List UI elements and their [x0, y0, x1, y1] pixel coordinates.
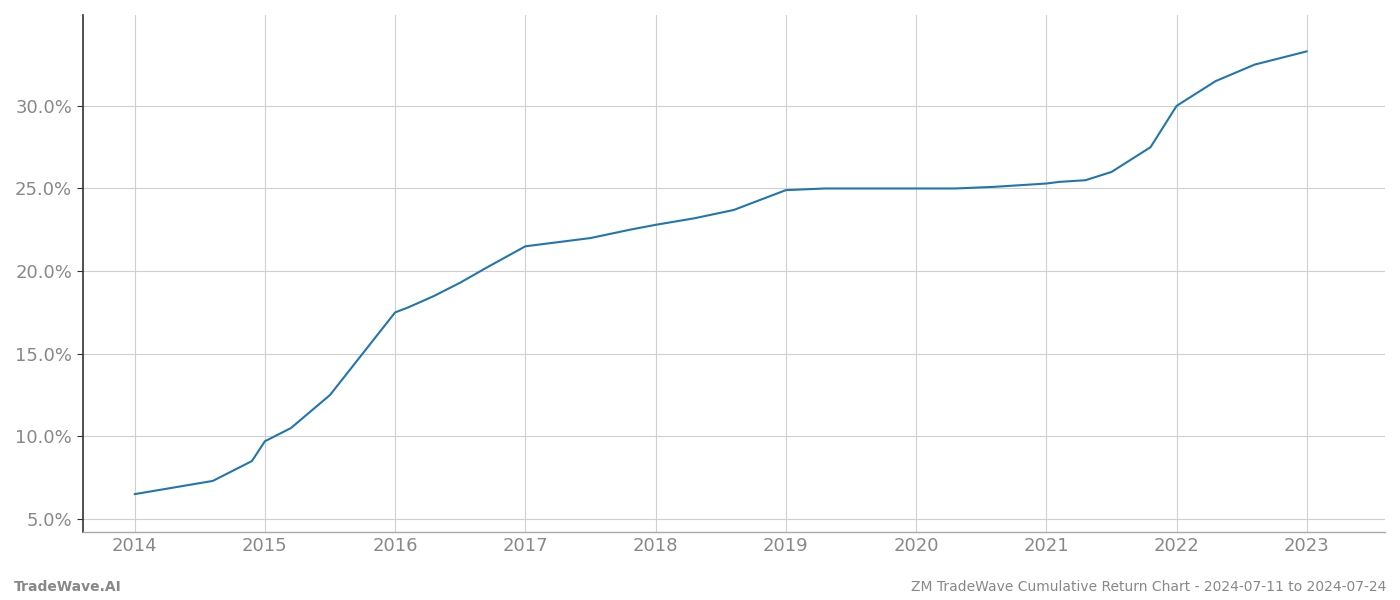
Text: TradeWave.AI: TradeWave.AI — [14, 580, 122, 594]
Text: ZM TradeWave Cumulative Return Chart - 2024-07-11 to 2024-07-24: ZM TradeWave Cumulative Return Chart - 2… — [910, 580, 1386, 594]
